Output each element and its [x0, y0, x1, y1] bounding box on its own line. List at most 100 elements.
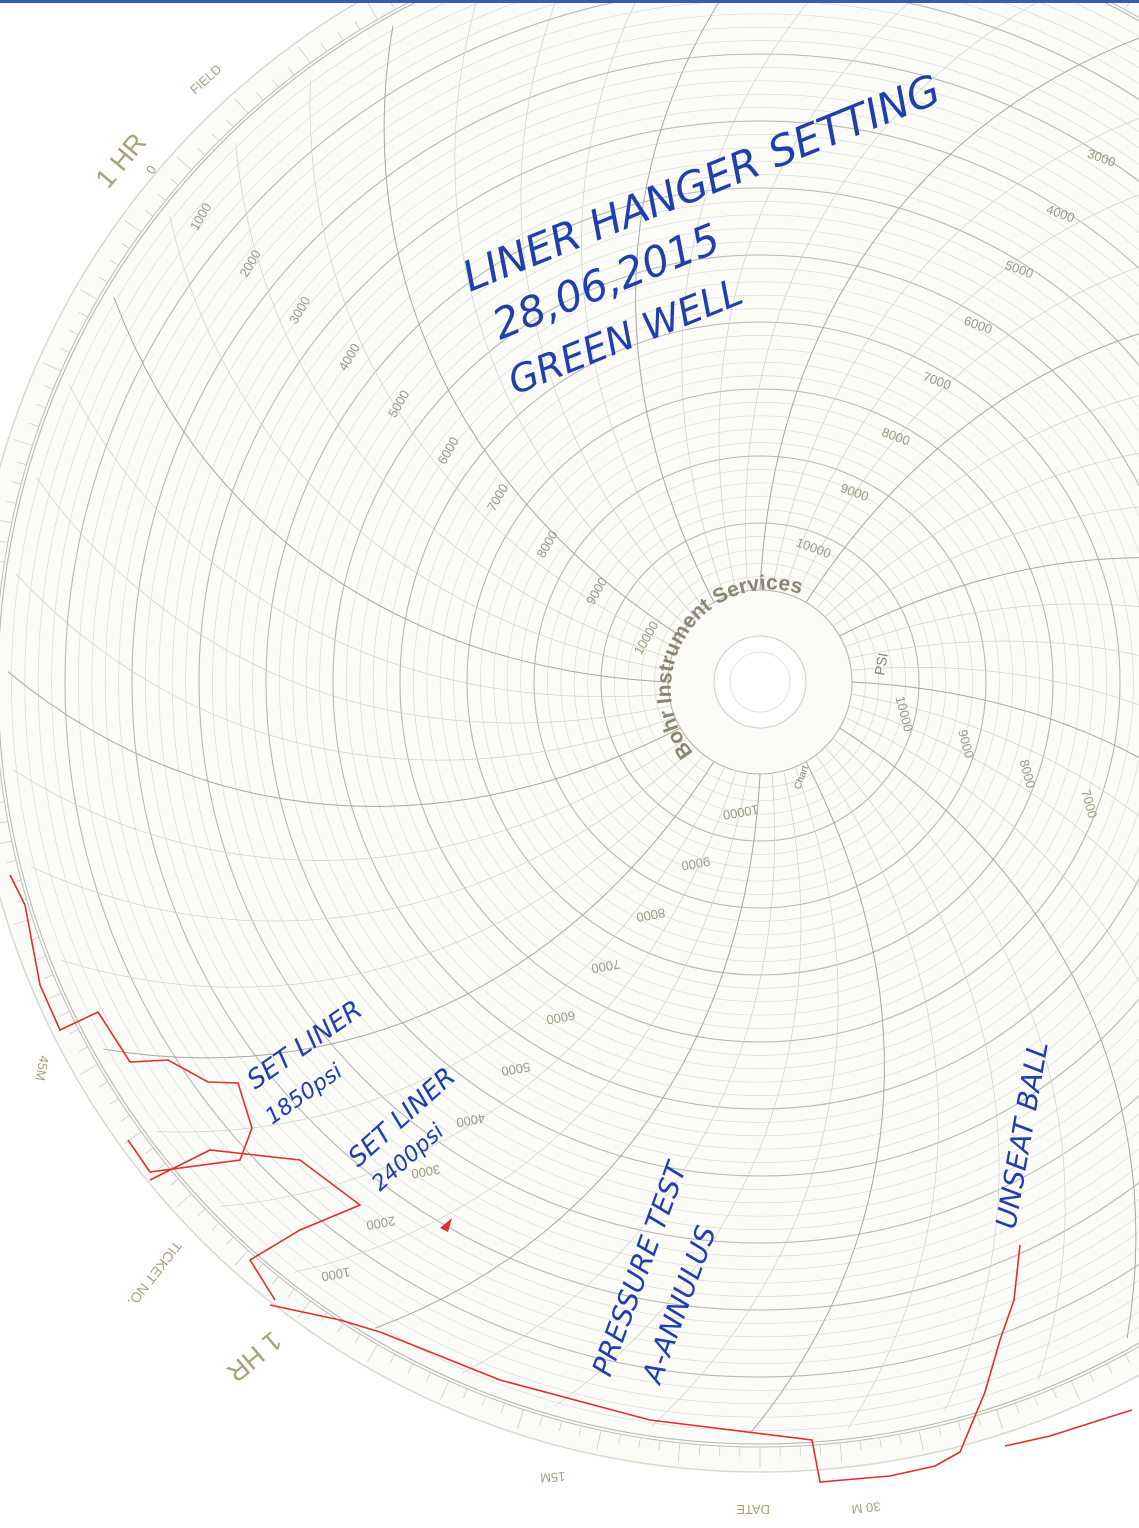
scale-label: 9000 — [955, 728, 977, 760]
edge-tick — [176, 156, 192, 171]
pressure-traces — [9, 874, 1133, 1483]
ring — [439, 361, 1081, 1003]
edge-tick — [109, 1098, 119, 1105]
edge-tick — [618, 1434, 621, 1445]
ring — [51, 0, 1139, 1391]
edge-tick — [60, 348, 70, 353]
edge-tick — [899, 1434, 902, 1445]
time-line — [383, 25, 681, 637]
ring — [64, 0, 1139, 1378]
time-line — [749, 761, 885, 1435]
edge-tick — [1070, 1380, 1080, 1400]
edge-tick — [879, 1437, 882, 1448]
edge-tick — [578, 1425, 582, 1436]
edge-tick — [144, 209, 154, 217]
time-line — [157, 766, 726, 1133]
time-line — [113, 297, 669, 683]
ring — [0, 0, 1139, 1445]
ring — [131, 53, 1139, 1311]
time-line — [581, 0, 705, 610]
trace — [269, 1244, 1021, 1483]
edge-tick — [43, 385, 54, 390]
edge-tick — [389, 1354, 396, 1364]
time-line — [221, 770, 737, 1207]
ring — [185, 107, 1139, 1257]
edge-tick — [234, 1250, 249, 1266]
time-line — [61, 754, 705, 988]
edge-tick — [658, 1440, 661, 1451]
edge-tick — [407, 1363, 414, 1373]
edge-tick — [13, 918, 33, 925]
edge-tick — [367, 1344, 378, 1363]
time-line — [824, 746, 1000, 1412]
edge-tick — [596, 1430, 602, 1450]
edge-tick — [197, 148, 206, 156]
ring — [466, 388, 1054, 976]
edge-tick — [176, 1193, 192, 1208]
edge-tick — [298, 46, 311, 64]
ring — [520, 442, 1000, 922]
scale-label: 8000 — [635, 905, 666, 925]
edge-tick — [354, 1334, 361, 1343]
edge-tick — [0, 801, 5, 803]
time-line — [635, 0, 721, 603]
ring — [91, 13, 1139, 1351]
time-line — [520, 0, 696, 618]
minute-label: 30 M — [851, 1499, 881, 1517]
edge-tick — [426, 1372, 431, 1382]
edge-tick — [42, 362, 62, 372]
edge-tick — [226, 119, 234, 128]
time-line — [169, 216, 669, 671]
time-line — [36, 477, 672, 724]
edge-tick — [29, 422, 39, 427]
time-line — [718, 0, 913, 594]
edge-tick — [638, 1437, 641, 1448]
time-line — [235, 143, 672, 659]
ring — [413, 335, 1107, 1029]
edge-tick — [481, 1396, 487, 1406]
ring — [587, 509, 933, 855]
ring — [305, 227, 1139, 1137]
time-line — [15, 573, 676, 761]
ring — [279, 201, 1139, 1163]
edge-tick — [197, 1208, 206, 1216]
unit: PSI — [871, 652, 891, 677]
ring — [212, 134, 1139, 1230]
scale-label: 2000 — [365, 1213, 396, 1233]
edge-tick — [6, 500, 17, 504]
edge-tick — [43, 974, 54, 979]
scale-label: 5000 — [500, 1059, 531, 1079]
ring — [573, 495, 947, 869]
edge-tick — [157, 1163, 166, 1170]
ring — [493, 415, 1027, 949]
ring — [118, 40, 1139, 1324]
ring — [399, 321, 1121, 1043]
ring — [506, 428, 1014, 936]
edge-tick — [1106, 1363, 1113, 1373]
edge-tick — [859, 1440, 862, 1451]
ring — [480, 402, 1040, 962]
edge-tick — [799, 1445, 801, 1456]
minute-label: 45M — [33, 1054, 52, 1082]
edge-tick — [440, 1380, 450, 1400]
ring — [372, 294, 1139, 1070]
edge-tick — [996, 1409, 1003, 1429]
time-line — [844, 603, 1139, 648]
edge-tick — [79, 289, 98, 300]
edge-tick — [36, 403, 46, 409]
time-line — [832, 737, 1066, 1381]
trace — [9, 874, 253, 1173]
edge-tick — [976, 1415, 981, 1426]
trace — [149, 1149, 362, 1301]
edge-tick — [226, 1236, 234, 1245]
ring — [547, 469, 973, 895]
scale-label: 1000 — [320, 1265, 351, 1285]
ring — [265, 187, 1139, 1177]
edge-tick — [463, 1388, 468, 1399]
edge-tick — [170, 178, 179, 186]
edge-tick — [839, 1442, 843, 1463]
ring — [292, 214, 1139, 1150]
edge-tick — [256, 92, 264, 101]
time-line — [794, 266, 1139, 598]
time-line — [832, 506, 1139, 627]
